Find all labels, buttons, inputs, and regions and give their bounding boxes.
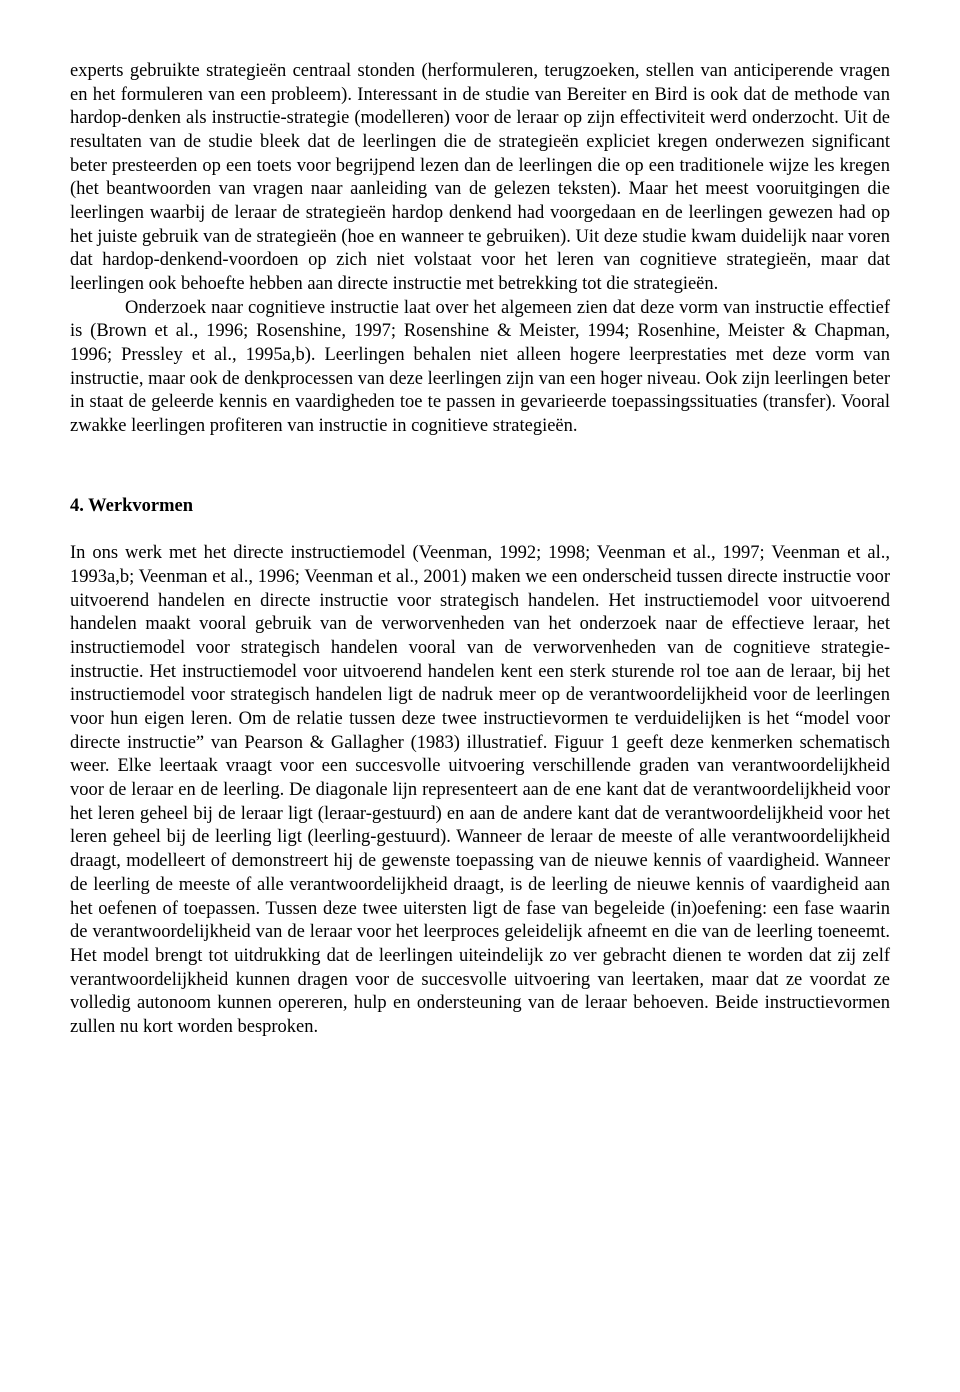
body-paragraph-1: experts gebruikte strategieën centraal s… xyxy=(70,60,890,297)
body-paragraph-3: In ons werk met het directe instructiemo… xyxy=(70,542,890,1039)
body-paragraph-2: Onderzoek naar cognitieve instructie laa… xyxy=(70,297,890,439)
section-heading: 4. Werkvormen xyxy=(70,495,890,519)
section-separator xyxy=(70,439,890,495)
heading-gap xyxy=(70,518,890,542)
